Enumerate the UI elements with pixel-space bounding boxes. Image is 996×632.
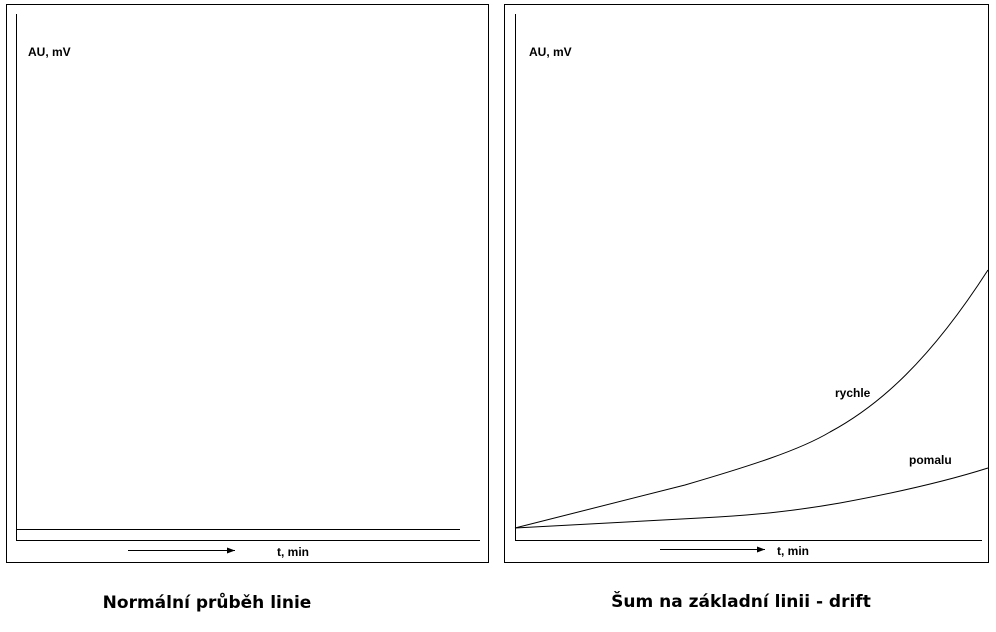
panel-drift: rychle pomalu AU, mV t, min Šum na zákla… xyxy=(504,4,989,612)
panel-frame xyxy=(6,4,489,563)
x-axis-label: t, min xyxy=(277,545,309,559)
curve-slow xyxy=(514,467,989,529)
curve-fast xyxy=(514,269,989,529)
y-axis-label: AU, mV xyxy=(28,45,71,59)
y-axis-label: AU, mV xyxy=(529,45,572,59)
panel-caption: Šum na základní linii - drift xyxy=(611,590,871,612)
curve-label: rychle xyxy=(835,386,871,400)
panel-frame xyxy=(504,4,989,563)
x-axis-label: t, min xyxy=(777,544,809,558)
panel-normal: AU, mV t, min Normální průběh linie xyxy=(6,4,489,613)
panel-caption: Normální průběh linie xyxy=(103,591,312,613)
curve-label: pomalu xyxy=(909,453,952,467)
